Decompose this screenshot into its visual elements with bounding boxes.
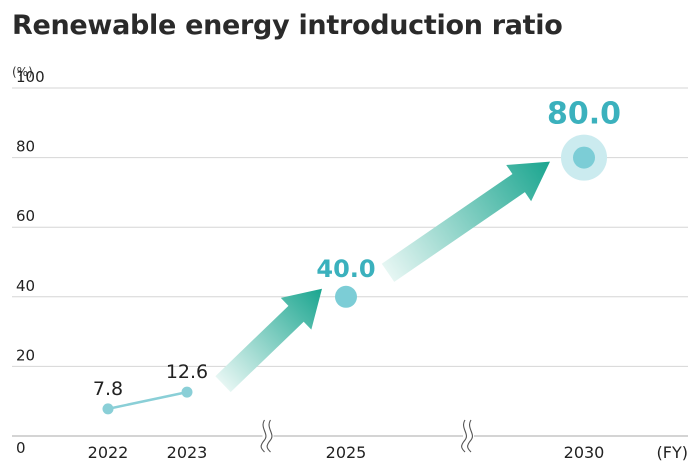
data-label-2023: 12.6 <box>166 361 208 383</box>
axis-break-line <box>266 419 273 453</box>
arrow-2025-2030 <box>381 161 551 282</box>
axis-break-1 <box>260 418 274 453</box>
y-tick-0: 0 <box>16 439 26 457</box>
axis-break-line <box>467 419 473 453</box>
point-2023 <box>181 386 193 398</box>
y-tick-20: 20 <box>16 346 35 364</box>
axis-break-bg <box>262 418 274 452</box>
y-tick-40: 40 <box>16 277 35 295</box>
axis-break-line <box>461 419 467 453</box>
x-tick-2023: 2023 <box>167 443 208 462</box>
data-label-2022: 7.8 <box>93 378 123 400</box>
y-unit-label: (%) <box>12 65 33 79</box>
axis-break-2 <box>461 418 474 453</box>
y-tick-60: 60 <box>16 207 35 225</box>
arrow-2023-2025 <box>215 288 323 393</box>
point-2030 <box>573 146 595 169</box>
y-tick-80: 80 <box>16 138 35 156</box>
data-label-2025: 40.0 <box>316 255 375 283</box>
x-tick-2022: 2022 <box>88 443 129 462</box>
data-label-2030: 80.0 <box>547 97 621 132</box>
chart-title: Renewable energy introduction ratio <box>12 10 563 41</box>
axis-break-bg <box>463 418 474 452</box>
axis-break-line <box>260 419 267 453</box>
y-tick-100: 100 <box>16 68 45 86</box>
point-2025 <box>335 285 357 308</box>
point-2022 <box>102 403 114 415</box>
x-unit-label: (FY) <box>657 443 688 462</box>
x-tick-2030: 2030 <box>564 443 605 462</box>
x-tick-2025: 2025 <box>326 443 367 462</box>
actual-line <box>107 390 188 411</box>
